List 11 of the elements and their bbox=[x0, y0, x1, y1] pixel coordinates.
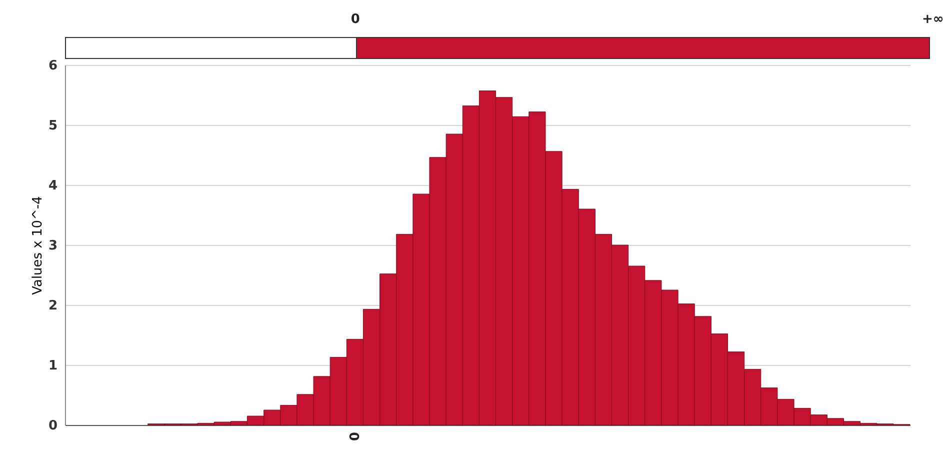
y-axis-title: Values x 10^-4 bbox=[30, 196, 46, 295]
y-tick-label: 0 bbox=[48, 418, 58, 434]
y-tick-label: 1 bbox=[48, 358, 58, 374]
text: 0 bbox=[348, 432, 363, 442]
y-tick-label: 5 bbox=[48, 118, 58, 134]
y-tick-label: 2 bbox=[48, 298, 58, 314]
y-tick-label: 4 bbox=[48, 178, 58, 194]
text: 0 bbox=[350, 12, 360, 27]
text: +∞ bbox=[922, 12, 943, 27]
y-tick-label: 3 bbox=[48, 238, 58, 254]
y-tick-label: 6 bbox=[48, 58, 58, 74]
